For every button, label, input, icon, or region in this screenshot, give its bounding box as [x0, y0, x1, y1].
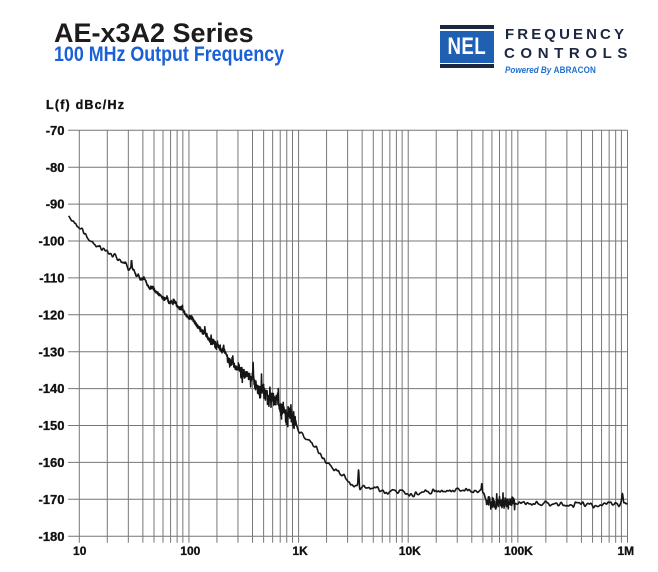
svg-text:-100: -100 — [38, 234, 64, 249]
svg-text:100K: 100K — [504, 544, 533, 558]
svg-text:-180: -180 — [38, 529, 64, 544]
svg-text:-140: -140 — [38, 381, 64, 396]
svg-text:-90: -90 — [46, 197, 65, 212]
svg-text:-130: -130 — [38, 344, 64, 359]
svg-text:-110: -110 — [39, 271, 64, 286]
svg-text:100: 100 — [180, 544, 200, 558]
svg-text:-170: -170 — [38, 492, 64, 507]
svg-text:10K: 10K — [399, 544, 421, 558]
svg-text:10: 10 — [73, 544, 87, 558]
svg-text:1K: 1K — [292, 544, 308, 558]
svg-text:1M: 1M — [617, 544, 634, 558]
svg-text:-150: -150 — [38, 418, 64, 433]
svg-text:-80: -80 — [46, 160, 65, 175]
svg-text:-160: -160 — [38, 455, 64, 470]
svg-text:-120: -120 — [38, 307, 64, 322]
svg-text:L(f) dBc/Hz: L(f) dBc/Hz — [46, 98, 125, 112]
svg-text:-70: -70 — [46, 123, 65, 138]
